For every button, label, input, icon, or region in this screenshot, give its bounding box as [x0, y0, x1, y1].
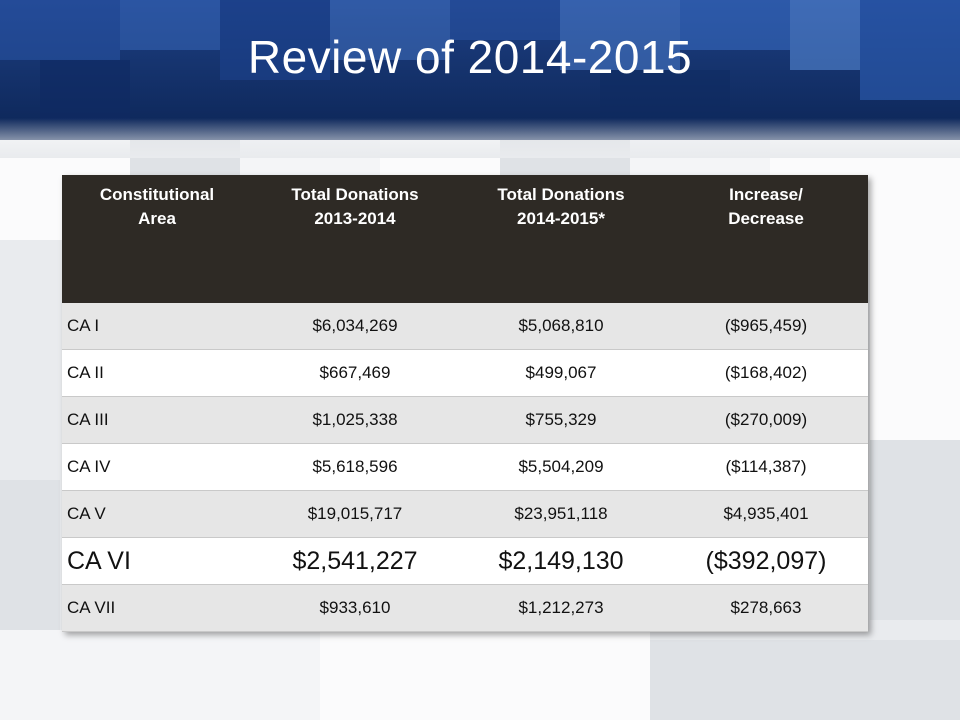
banner-tile	[860, 0, 960, 100]
header-increase-decrease: Increase/ Decrease	[664, 175, 868, 303]
change-cell: ($392,097)	[664, 537, 868, 585]
background-tile	[0, 480, 60, 640]
background-tile	[650, 640, 960, 720]
banner-tile	[790, 0, 860, 70]
donations-2014-cell: $2,149,130	[458, 537, 664, 585]
change-cell: ($114,387)	[664, 443, 868, 491]
header-line: Total Donations	[497, 185, 625, 204]
donations-2014-cell: $1,212,273	[458, 584, 664, 632]
header-line: 2014-2015*	[517, 209, 605, 228]
banner-tile	[560, 0, 680, 70]
donations-2014-cell: $499,067	[458, 349, 664, 397]
banner-tile	[600, 70, 730, 120]
banner-tile	[450, 0, 560, 40]
donations-2014-cell: $5,504,209	[458, 443, 664, 491]
donations-2013-cell: $2,541,227	[252, 537, 458, 585]
area-cell: CA III	[62, 396, 252, 444]
header-total-2013-2014: Total Donations 2013-2014	[252, 175, 458, 303]
donations-2013-cell: $933,610	[252, 584, 458, 632]
banner-tile	[220, 0, 330, 80]
donations-2014-cell: $755,329	[458, 396, 664, 444]
banner-tile	[680, 0, 790, 50]
table-row: CA III $1,025,338 $755,329 ($270,009)	[62, 396, 868, 444]
donations-2013-cell: $5,618,596	[252, 443, 458, 491]
area-cell: CA IV	[62, 443, 252, 491]
change-cell: $4,935,401	[664, 490, 868, 538]
area-cell: CA VI	[62, 537, 252, 585]
banner-tile	[330, 0, 450, 60]
background-tile	[0, 630, 320, 720]
background-tile	[320, 620, 650, 720]
change-cell: ($168,402)	[664, 349, 868, 397]
change-cell: ($965,459)	[664, 303, 868, 350]
table-row-highlighted: CA VI $2,541,227 $2,149,130 ($392,097)	[62, 537, 868, 585]
area-cell: CA II	[62, 349, 252, 397]
change-cell: $278,663	[664, 584, 868, 632]
area-cell: CA V	[62, 490, 252, 538]
donations-table: Constitutional Area Total Donations 2013…	[62, 175, 868, 632]
header-line: Constitutional	[99, 185, 215, 204]
area-cell: CA I	[62, 303, 252, 350]
donations-2014-cell: $23,951,118	[458, 490, 664, 538]
header-line: Total Donations	[291, 185, 419, 204]
table-row: CA VII $933,610 $1,212,273 $278,663	[62, 584, 868, 632]
background-tile	[870, 440, 960, 620]
banner-tile	[0, 0, 120, 60]
header-line: Increase/	[729, 185, 803, 204]
donations-2013-cell: $667,469	[252, 349, 458, 397]
table-row: CA II $667,469 $499,067 ($168,402)	[62, 349, 868, 397]
donations-2014-cell: $5,068,810	[458, 303, 664, 350]
background-tile	[870, 240, 960, 440]
header-line: Decrease	[728, 209, 804, 228]
banner-tile	[120, 0, 220, 50]
table-row: CA V $19,015,717 $23,951,118 $4,935,401	[62, 490, 868, 538]
header-line: Area	[138, 209, 176, 228]
table-row: CA I $6,034,269 $5,068,810 ($965,459)	[62, 303, 868, 350]
title-banner	[0, 0, 960, 140]
change-cell: ($270,009)	[664, 396, 868, 444]
donations-2013-cell: $6,034,269	[252, 303, 458, 350]
area-cell: CA VII	[62, 584, 252, 632]
table-header-row: Constitutional Area Total Donations 2013…	[62, 175, 868, 303]
header-line: 2013-2014	[314, 209, 396, 228]
header-total-2014-2015: Total Donations 2014-2015*	[458, 175, 664, 303]
donations-2013-cell: $1,025,338	[252, 396, 458, 444]
donations-2013-cell: $19,015,717	[252, 490, 458, 538]
banner-tile	[40, 60, 130, 120]
table-row: CA IV $5,618,596 $5,504,209 ($114,387)	[62, 443, 868, 491]
banner-fade	[0, 118, 960, 158]
header-constitutional-area: Constitutional Area	[62, 175, 252, 303]
slide-title: Review of 2014-2015	[247, 31, 693, 83]
